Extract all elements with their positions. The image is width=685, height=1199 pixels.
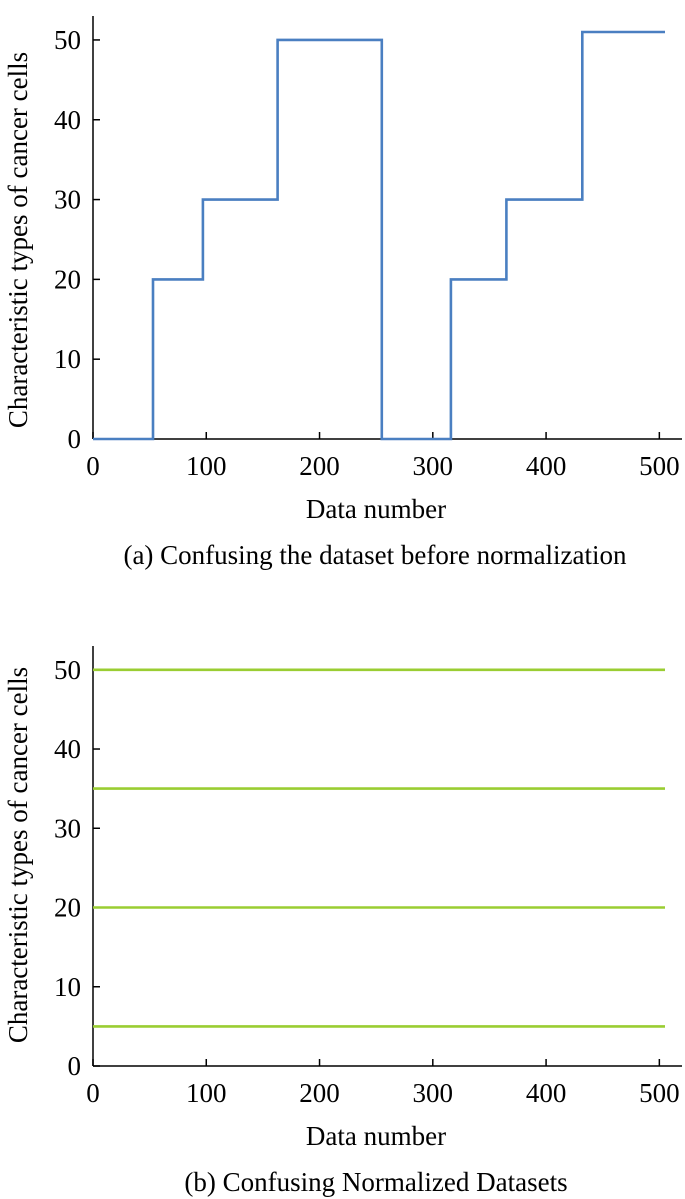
y-ticks: 0 10 20 30 40 50 xyxy=(54,655,100,1081)
x-ticks: 0 100 200 300 400 500 xyxy=(86,1059,680,1108)
caption: (b) Confusing Normalized Datasets xyxy=(184,1167,567,1197)
y-tick-label: 20 xyxy=(54,264,81,294)
x-tick-label: 400 xyxy=(526,1078,567,1108)
x-ticks: 0 100 200 300 400 500 xyxy=(86,432,680,481)
y-axis-title: Characteristic types of cancer cells xyxy=(3,52,33,428)
x-tick-label: 0 xyxy=(86,1078,100,1108)
x-tick-label: 0 xyxy=(86,451,100,481)
x-tick-label: 100 xyxy=(186,1078,227,1108)
y-tick-label: 0 xyxy=(68,1051,82,1081)
y-tick-label: 50 xyxy=(54,25,81,55)
y-tick-label: 20 xyxy=(54,893,81,923)
y-tick-label: 40 xyxy=(54,105,81,135)
y-tick-label: 40 xyxy=(54,734,81,764)
chart-panel-a: Characteristic types of cancer cells 0 10… xyxy=(3,16,682,570)
y-tick-label: 10 xyxy=(54,344,81,374)
series-group xyxy=(93,30,665,441)
x-tick-label: 200 xyxy=(299,1078,340,1108)
x-tick-label: 500 xyxy=(639,1078,680,1108)
y-tick-label: 30 xyxy=(54,185,81,215)
x-tick-label: 500 xyxy=(639,451,680,481)
y-axis-title: Characteristic types of cancer cells xyxy=(3,667,33,1043)
x-tick-label: 100 xyxy=(186,451,227,481)
y-tick-label: 10 xyxy=(54,972,81,1002)
x-tick-label: 200 xyxy=(299,451,340,481)
series-line xyxy=(93,30,665,441)
chart-panel-b: Characteristic types of cancer cells 0 10… xyxy=(3,646,682,1197)
series-group xyxy=(93,668,665,1028)
x-tick-label: 400 xyxy=(526,451,567,481)
x-axis-title: Data number xyxy=(306,494,446,524)
x-tick-label: 300 xyxy=(413,1078,454,1108)
y-tick-label: 50 xyxy=(54,655,81,685)
x-tick-label: 300 xyxy=(413,451,454,481)
x-axis-title: Data number xyxy=(306,1121,446,1151)
y-ticks: 0 10 20 30 40 50 xyxy=(54,25,100,454)
y-tick-label: 0 xyxy=(68,424,82,454)
caption: (a) Confusing the dataset before normali… xyxy=(123,540,627,570)
y-tick-label: 30 xyxy=(54,813,81,843)
